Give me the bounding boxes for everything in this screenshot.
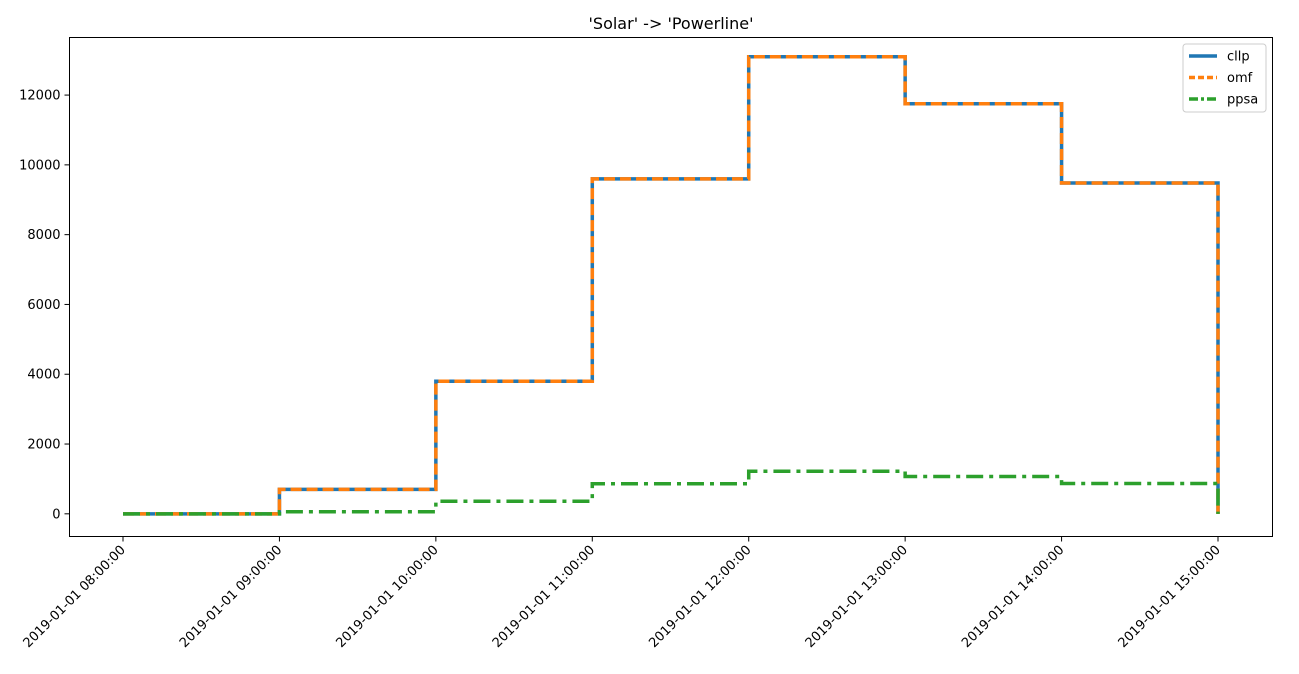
y-tick-label: 10000 <box>19 158 60 173</box>
y-tick-label: 12000 <box>19 89 60 104</box>
y-tick-label: 4000 <box>27 368 60 383</box>
series-line-ppsa <box>123 469 1220 516</box>
series-line-omf <box>123 54 1220 516</box>
legend-label-omf: omf <box>1227 71 1253 86</box>
legend-label-ppsa: ppsa <box>1227 93 1258 108</box>
plot-area <box>123 54 1220 516</box>
legend-box <box>1182 43 1267 113</box>
y-tick-label: 8000 <box>27 228 60 243</box>
y-tick-label: 2000 <box>27 438 60 453</box>
legend-label-cllp: cllp <box>1227 50 1250 65</box>
y-axis: 0 2000 4000 6000 8000 10000 12000 <box>19 89 70 522</box>
y-tick-label: 0 <box>52 507 60 522</box>
chart-title: 'Solar' -> 'Powerline' <box>589 14 754 33</box>
axes-frame <box>69 37 1273 537</box>
legend: cllp omf ppsa <box>1182 43 1267 113</box>
y-tick-label: 6000 <box>27 298 60 313</box>
